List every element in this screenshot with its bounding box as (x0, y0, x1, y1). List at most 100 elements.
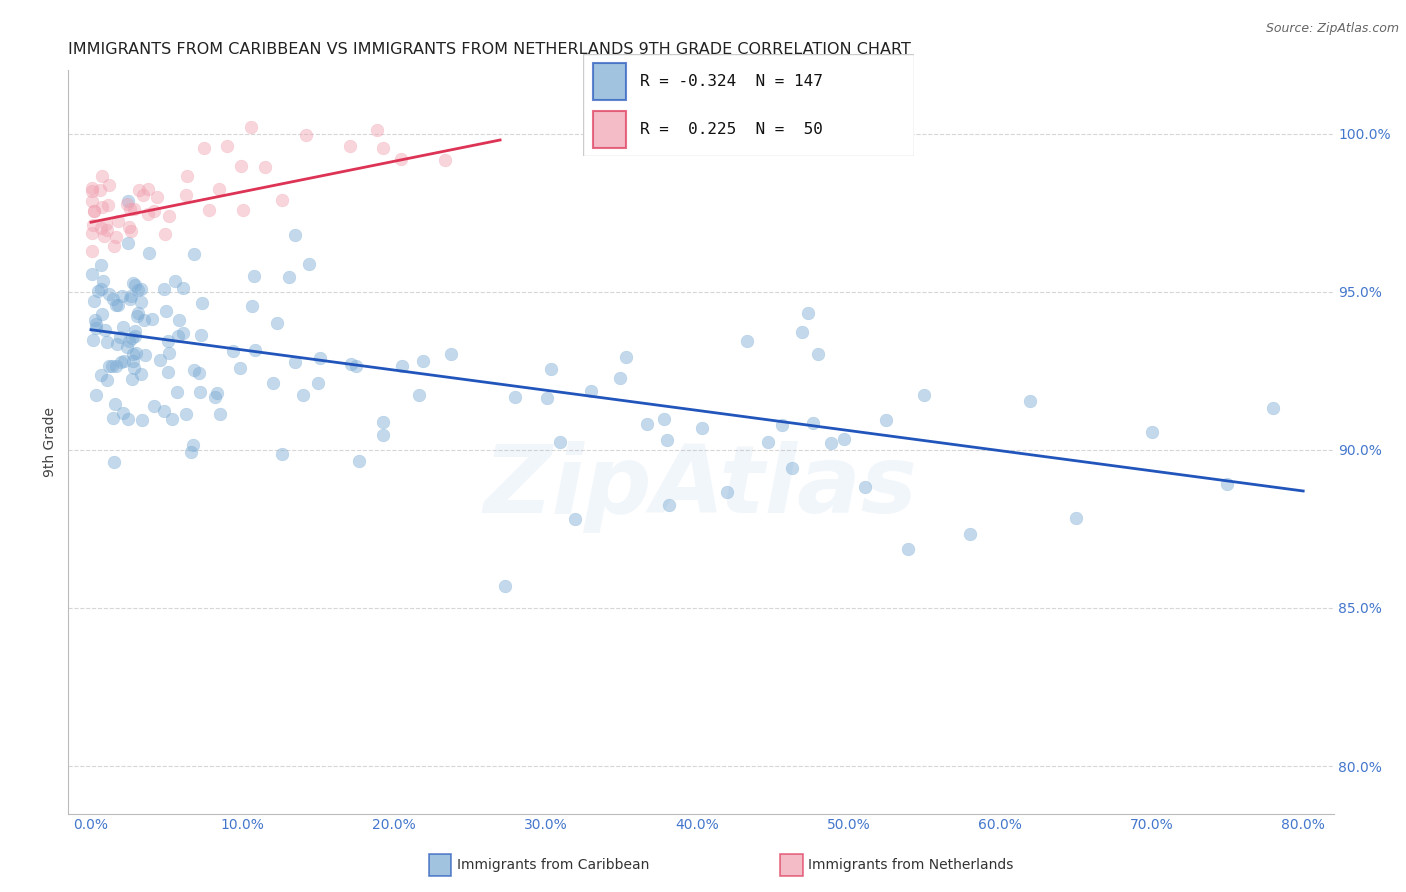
Point (82, 333, 104, 347)
Point (389, 153, 412, 167)
Point (183, 247, 205, 261)
Point (91, 200, 114, 214)
Point (412, 354, 434, 368)
Point (801, 416, 824, 430)
Point (101, 410, 124, 425)
Point (146, 189, 169, 203)
Point (371, 415, 394, 429)
Point (80, 227, 103, 241)
Text: Source: ZipAtlas.com: Source: ZipAtlas.com (1265, 22, 1399, 36)
Point (86, 321, 108, 335)
Point (735, 334, 758, 348)
Point (125, 346, 148, 360)
Point (1140, 425, 1163, 439)
Point (136, 182, 159, 196)
Point (307, 376, 329, 390)
Point (270, 193, 292, 207)
Point (1064, 511, 1087, 525)
Point (270, 447, 292, 461)
Point (1019, 393, 1042, 408)
Point (174, 188, 197, 202)
Point (96, 223, 118, 237)
FancyBboxPatch shape (593, 111, 627, 148)
Point (292, 388, 315, 402)
Point (82, 218, 104, 232)
Text: ZipAtlas: ZipAtlas (484, 441, 918, 533)
Point (550, 435, 572, 450)
Point (792, 326, 814, 340)
Point (112, 354, 135, 368)
Point (174, 407, 197, 421)
Point (344, 359, 367, 373)
Point (90, 282, 112, 296)
Point (121, 331, 143, 345)
Point (122, 347, 145, 361)
Point (540, 361, 562, 376)
Point (167, 312, 190, 326)
Point (131, 294, 153, 309)
Point (266, 316, 288, 330)
Text: Immigrants from Netherlands: Immigrants from Netherlands (808, 858, 1014, 871)
Point (232, 203, 254, 218)
Point (82, 267, 104, 281)
Point (229, 159, 252, 173)
Point (83, 204, 105, 219)
Point (97, 178, 120, 192)
Point (180, 444, 202, 458)
Point (347, 454, 370, 468)
Point (111, 406, 134, 420)
Point (117, 340, 139, 354)
Point (110, 355, 132, 369)
Point (83, 204, 105, 219)
Point (176, 169, 198, 183)
Point (156, 334, 179, 348)
Point (122, 276, 145, 290)
Point (117, 412, 139, 426)
Point (772, 418, 794, 433)
Point (204, 390, 226, 404)
Point (434, 153, 457, 167)
Point (165, 274, 187, 288)
Point (308, 351, 330, 366)
Point (564, 511, 586, 525)
Point (138, 245, 160, 260)
Point (148, 353, 170, 368)
Point (366, 123, 388, 137)
Point (155, 304, 177, 318)
Point (658, 498, 681, 512)
Point (108, 330, 131, 344)
Point (690, 420, 713, 434)
Point (503, 390, 526, 404)
Point (820, 436, 842, 450)
Point (166, 329, 188, 343)
Point (193, 141, 215, 155)
Point (157, 209, 180, 223)
Point (191, 296, 214, 310)
Point (120, 292, 142, 306)
Point (440, 347, 463, 361)
Point (142, 399, 165, 413)
Point (655, 433, 678, 447)
Point (797, 306, 820, 320)
Point (111, 319, 134, 334)
Point (172, 281, 194, 295)
Point (127, 306, 149, 320)
Point (90, 307, 112, 321)
Point (107, 214, 129, 228)
Point (832, 432, 855, 446)
Point (93, 323, 115, 337)
Point (117, 219, 139, 234)
Point (84, 317, 107, 331)
Point (652, 412, 675, 426)
Point (121, 289, 143, 303)
Point (243, 269, 266, 284)
Point (104, 230, 127, 244)
Point (263, 376, 285, 390)
Point (188, 384, 211, 399)
Point (80, 194, 103, 208)
Point (807, 347, 830, 361)
Point (105, 337, 128, 351)
Point (188, 366, 211, 380)
Point (959, 527, 981, 541)
Point (89, 183, 111, 197)
